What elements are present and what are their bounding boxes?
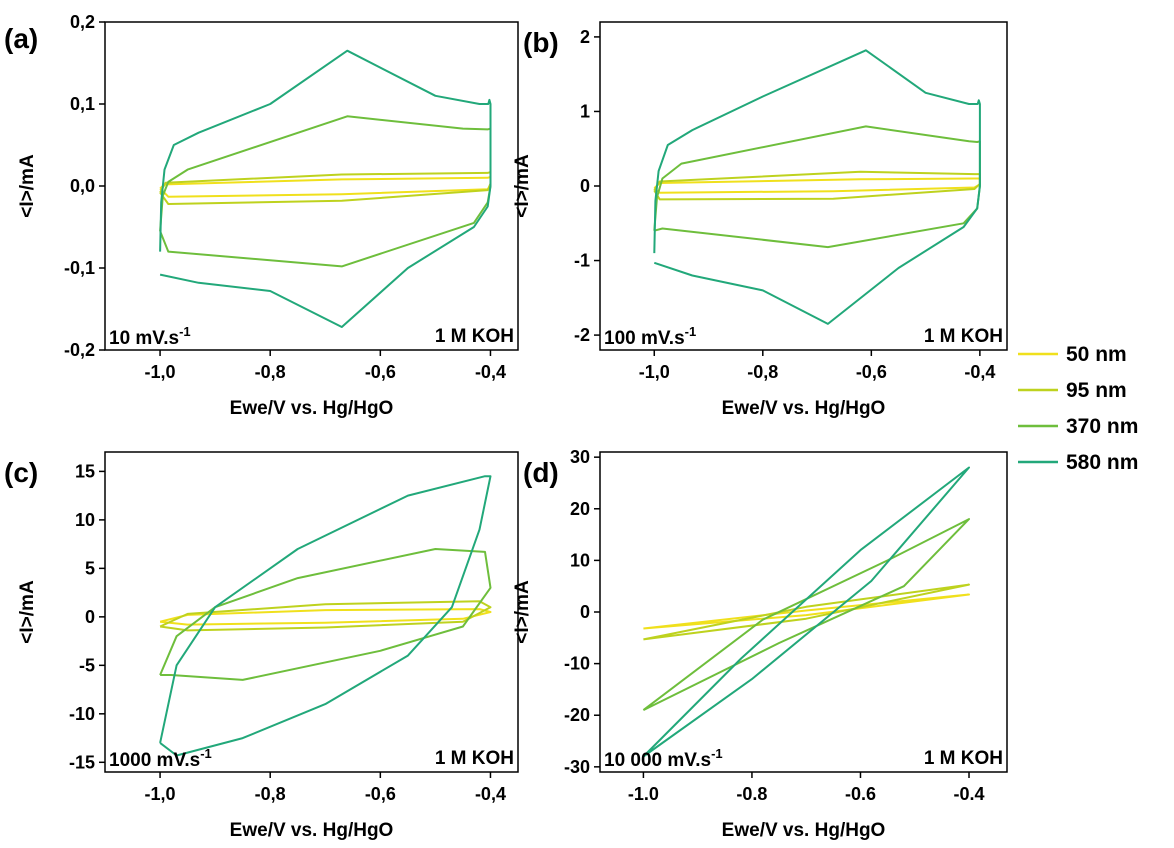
scan-rate-text: 100 mV.s xyxy=(604,328,685,349)
x-tick-label: -1,0 xyxy=(145,784,176,804)
y-tick-label: 1 xyxy=(580,101,590,121)
x-tick-label: -0.4 xyxy=(953,784,984,804)
y-tick-label: -5 xyxy=(79,655,95,675)
y-tick-label: 30 xyxy=(570,447,590,467)
plot-frame xyxy=(599,451,1008,773)
legend-label: 370 nm xyxy=(1066,415,1138,438)
electrolyte-annotation: 1 M KOH xyxy=(924,326,1003,347)
scan-rate-exponent: -1 xyxy=(685,324,697,339)
series-line-370-nm xyxy=(653,125,981,249)
y-tick-label: 0,0 xyxy=(70,176,95,196)
y-tick-label: 10 xyxy=(570,550,590,570)
chart-panel-1: -1,0 -0,8 -0,6 -0,4 -0,2 -0,1 0,0 0,1 0,2 Ewe/V v… xyxy=(4,12,519,419)
scan-rate-text: 10 000 mV.s xyxy=(604,750,711,771)
x-tick-label: -0.8 xyxy=(736,784,767,804)
x-tick-label: -0,4 xyxy=(475,784,506,804)
series-line-95-nm xyxy=(643,583,970,641)
y-tick-label: -0,2 xyxy=(64,340,95,360)
x-axis-label: Ewe/V vs. Hg/HgO xyxy=(230,820,394,841)
x-tick-label: -0,8 xyxy=(255,784,286,804)
scan-rate-annotation: 10 000 mV.s-1 xyxy=(604,746,723,771)
scan-rate-annotation: 10 mV.s-1 xyxy=(109,324,191,349)
y-axis-label: <I>/mA xyxy=(17,580,38,644)
scan-rate-text: 10 mV.s xyxy=(109,328,179,349)
scan-rate-exponent: -1 xyxy=(711,746,723,761)
x-tick-label: -0.6 xyxy=(845,784,876,804)
y-tick-label: 20 xyxy=(570,499,590,519)
series-line-50-nm xyxy=(159,608,492,626)
x-tick-label: -1,0 xyxy=(145,362,176,382)
series-line-50-nm xyxy=(643,593,970,630)
x-axis-label: Ewe/V vs. Hg/HgO xyxy=(230,398,394,419)
y-tick-label: 2 xyxy=(580,27,590,47)
y-axis-label: <I>/mA xyxy=(512,154,533,218)
y-tick-label: -10 xyxy=(564,654,590,674)
y-tick-label: -30 xyxy=(564,757,590,777)
y-axis-label: <I>/mA xyxy=(17,154,38,218)
series-line-370-nm xyxy=(159,115,492,268)
series-line-580-nm xyxy=(159,49,492,328)
y-tick-label: -20 xyxy=(564,705,590,725)
y-tick-label: 0,2 xyxy=(70,12,95,32)
scan-rate-exponent: -1 xyxy=(179,324,191,339)
y-tick-label: -2 xyxy=(574,325,590,345)
electrolyte-annotation: 1 M KOH xyxy=(435,326,514,347)
electrolyte-annotation: 1 M KOH xyxy=(924,748,1003,769)
x-axis-label: Ewe/V vs. Hg/HgO xyxy=(722,398,886,419)
y-tick-label: 0 xyxy=(580,602,590,622)
y-tick-label: 0 xyxy=(580,176,590,196)
panel-letter: (d) xyxy=(523,457,559,488)
x-axis-label: Ewe/V vs. Hg/HgO xyxy=(722,820,886,841)
electrolyte-annotation: 1 M KOH xyxy=(435,748,514,769)
scan-rate-exponent: -1 xyxy=(200,746,212,761)
series-line-95-nm xyxy=(653,170,981,201)
y-tick-label: -1 xyxy=(574,251,590,271)
scan-rate-text: 1000 mV.s xyxy=(109,750,200,771)
legend-label: 95 nm xyxy=(1066,379,1127,402)
series-line-50-nm xyxy=(653,177,981,194)
series-line-95-nm xyxy=(159,600,492,632)
panel-letter: (b) xyxy=(523,27,559,58)
series-line-370-nm xyxy=(159,548,492,681)
plot-frame xyxy=(104,451,519,773)
series-line-370-nm xyxy=(642,518,970,711)
x-tick-label: -1,0 xyxy=(639,362,670,382)
x-tick-label: -0,4 xyxy=(475,362,506,382)
x-tick-label: -0,6 xyxy=(365,362,396,382)
y-tick-label: -0,1 xyxy=(64,258,95,278)
panel-letter: (a) xyxy=(4,23,38,54)
x-tick-label: -0,8 xyxy=(255,362,286,382)
series-line-95-nm xyxy=(159,171,492,205)
y-tick-label: 0,1 xyxy=(70,94,95,114)
chart-panel-2: -1,0 -0,8 -0,6 -0,4 -2 -1 0 1 2 Ewe/V vs. Hg/HgO <… xyxy=(512,21,1008,419)
y-tick-label: 0 xyxy=(85,607,95,627)
legend-label: 50 nm xyxy=(1066,343,1127,366)
x-tick-label: -0,8 xyxy=(747,362,778,382)
y-tick-label: -10 xyxy=(69,704,95,724)
series-line-580-nm xyxy=(159,475,492,757)
y-tick-label: 10 xyxy=(75,510,95,530)
y-axis-label: <I>/mA xyxy=(512,580,533,644)
scan-rate-annotation: 1000 mV.s-1 xyxy=(109,746,212,771)
x-tick-label: -0,6 xyxy=(365,784,396,804)
legend-label: 580 nm xyxy=(1066,451,1138,474)
series-line-580-nm xyxy=(642,466,970,758)
chart-panel-4: -1.0 -0.8 -0.6 -0.4 -30 -20 -10 0 10 20 30 Ewe/V vs… xyxy=(512,447,1008,841)
series-line-580-nm xyxy=(653,49,981,325)
chart-panel-3: -1,0 -0,8 -0,6 -0,4 -15 -10 -5 0 5 10 15 Ewe/V vs. … xyxy=(4,451,519,841)
x-tick-label: -0,6 xyxy=(856,362,887,382)
scan-rate-annotation: 100 mV.s-1 xyxy=(604,324,696,349)
panel-letter: (c) xyxy=(4,457,38,488)
x-tick-label: -0,4 xyxy=(964,362,995,382)
y-tick-label: 15 xyxy=(75,461,95,481)
y-tick-label: 5 xyxy=(85,558,95,578)
x-tick-label: -1.0 xyxy=(628,784,659,804)
legend: 50 nm 95 nm 370 nm 580 nm xyxy=(1018,343,1138,474)
y-tick-label: -15 xyxy=(69,752,95,772)
